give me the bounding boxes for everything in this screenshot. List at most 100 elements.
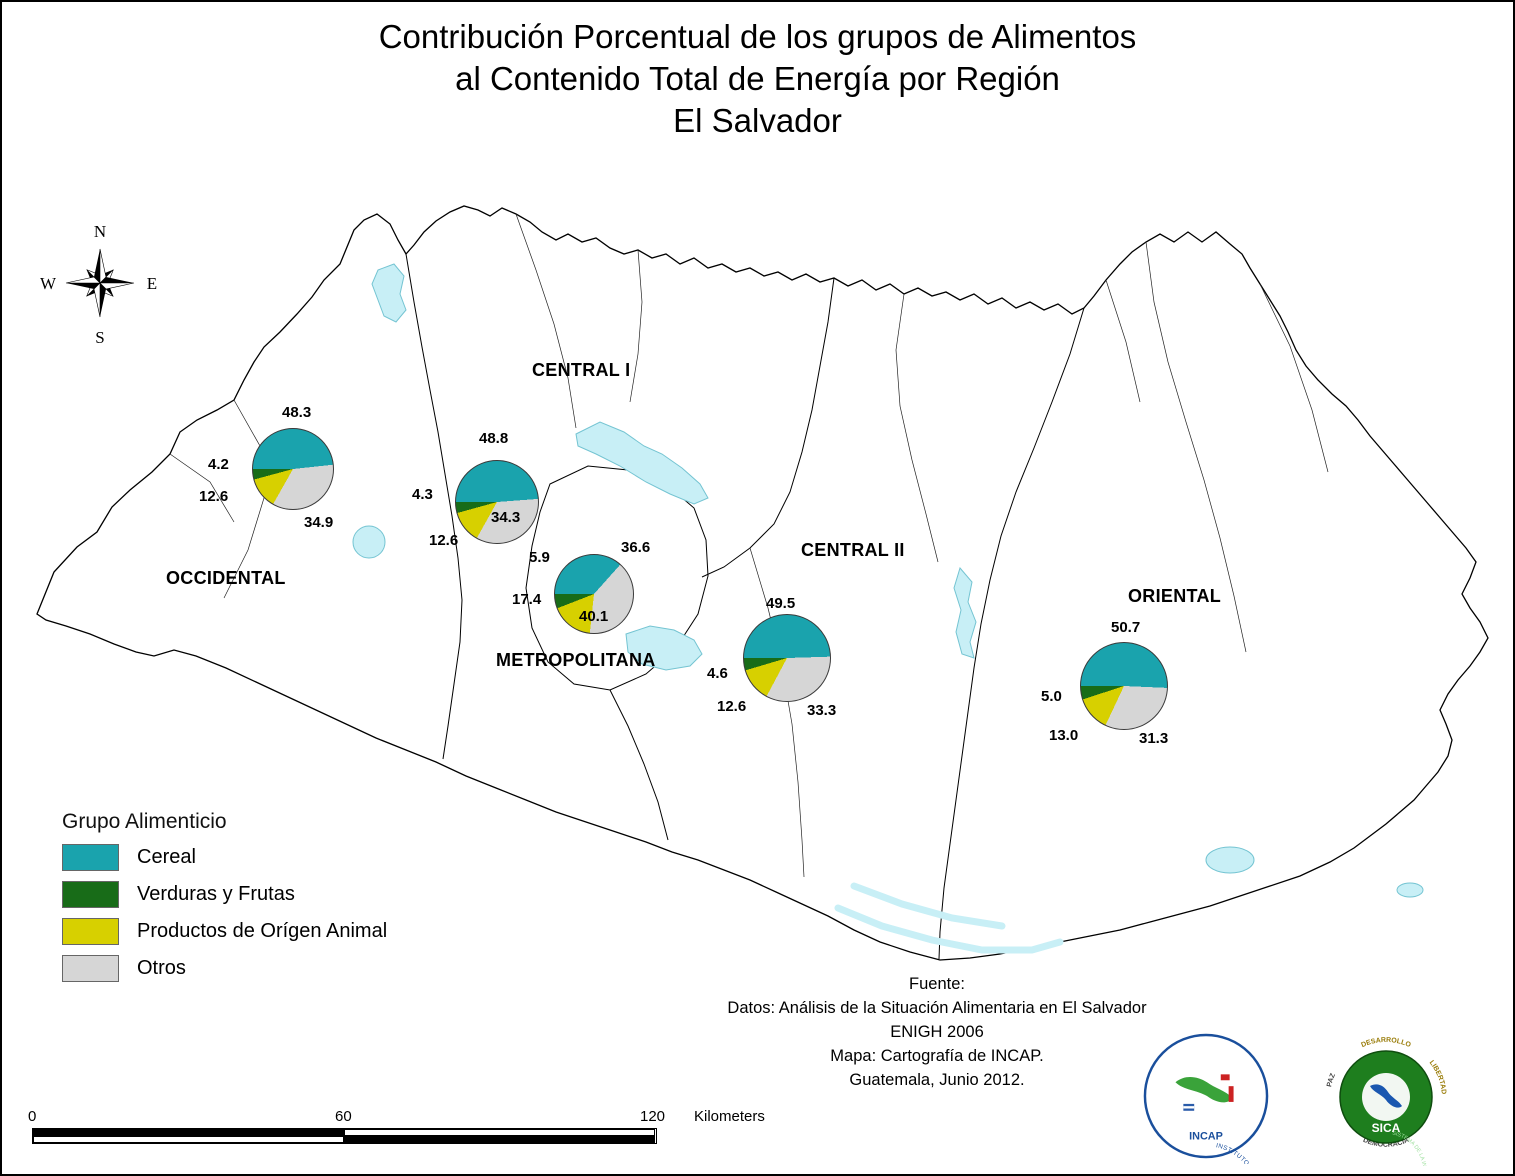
legend: Grupo Alimenticio Cereal Verduras y Frut… [62, 810, 387, 992]
compass-point-n [94, 249, 100, 283]
oriental-verduras-value: 5.0 [1041, 688, 1062, 705]
verduras-label: Verduras y Frutas [137, 883, 295, 905]
department-boundary [629, 249, 643, 403]
department-boundary [1105, 279, 1141, 403]
central2-cereal-value: 49.5 [766, 595, 796, 612]
oriental-productos-value: 13.0 [1049, 727, 1079, 744]
coastal-estuary [834, 904, 1064, 954]
svg-text:PAZ: PAZ [1326, 1072, 1337, 1088]
title-line-2: al Contenido Total de Energía por Región [455, 60, 1060, 98]
central1-verduras-value: 4.3 [412, 486, 433, 503]
boundary-central2-oriental [938, 307, 1085, 960]
central1-cereal-value: 48.8 [479, 430, 509, 447]
oriental-otros-value: 31.3 [1139, 730, 1169, 747]
compass-rose: N E S W [40, 222, 157, 347]
svg-text:DESARROLLO: DESARROLLO [1360, 1037, 1412, 1049]
pie-chart-central-1 [455, 460, 539, 544]
boundary-occidental-central1 [405, 253, 463, 760]
oriental-cereal-value: 50.7 [1111, 619, 1141, 636]
scale-unit-label: Kilometers [694, 1108, 765, 1125]
legend-item-productos: Productos de Orígen Animal [62, 918, 387, 945]
country-outline [36, 205, 1489, 961]
region-label-metropolitana: METROPOLITANA [496, 650, 656, 670]
lake-coatepeque [352, 525, 386, 559]
compass-w-label: W [40, 274, 57, 293]
legend-title: Grupo Alimenticio [62, 810, 227, 833]
otros-label: Otros [137, 957, 186, 979]
department-boundary [169, 453, 235, 523]
source-line-4: Mapa: Cartografía de INCAP. [830, 1046, 1044, 1065]
source-line-1: Fuente: [909, 975, 965, 993]
coastal-estuary [850, 882, 1006, 930]
scale-label-120: 120 [640, 1108, 666, 1125]
sica-word-left: PAZ [1326, 1072, 1337, 1088]
title-line-3: El Salvador [673, 102, 842, 140]
metropolitana-cereal-value: 36.6 [621, 539, 651, 556]
scale-bar-graphic [32, 1128, 657, 1144]
source-line-3: ENIGH 2006 [890, 1022, 984, 1041]
compass-point-e [100, 277, 134, 283]
central2-otros-value: 33.3 [807, 702, 837, 719]
region-label-oriental: ORIENTAL [1128, 586, 1222, 606]
page-title: Contribución Porcentual de los grupos de… [2, 16, 1513, 143]
compass-s-label: S [95, 328, 104, 347]
sica-word-top: DESARROLLO [1360, 1037, 1412, 1049]
metropolitana-otros-value: 40.1 [579, 608, 609, 625]
scale-label-0: 0 [28, 1108, 37, 1125]
coastal-lagoon [1396, 882, 1424, 898]
source-line-5: Guatemala, Junio 2012. [849, 1070, 1025, 1089]
compass-e-label: E [147, 274, 157, 293]
pie-chart-central-2 [743, 614, 831, 702]
region-label-central-2: CENTRAL II [801, 540, 905, 560]
central1-otros-value: 34.3 [491, 509, 521, 526]
central1-productos-value: 12.6 [429, 532, 459, 549]
source-line-2: Datos: Análisis de la Situación Alimenta… [727, 998, 1147, 1017]
boundary-central1-central2 [701, 277, 835, 578]
scale-label-60: 60 [335, 1108, 352, 1125]
metropolitana-productos-value: 17.4 [512, 591, 542, 608]
lake-ilopango [625, 625, 703, 671]
legend-item-otros: Otros [62, 955, 387, 982]
department-boundary [515, 213, 577, 429]
productos-swatch [62, 918, 119, 945]
incap-central-america-shape [1175, 1077, 1233, 1103]
boundary-metropolitana-coast [609, 689, 669, 841]
pie-chart-occidental [252, 428, 334, 510]
region-label-occidental: OCCIDENTAL [166, 568, 286, 588]
source-credits: Fuente: Datos: Análisis de la Situación … [587, 973, 1287, 1093]
otros-swatch [62, 955, 119, 982]
compass-n-label: N [94, 222, 106, 241]
title-line-1: Contribución Porcentual de los grupos de… [378, 18, 1137, 55]
region-label-central-1: CENTRAL I [532, 360, 631, 380]
productos-label: Productos de Orígen Animal [137, 920, 388, 942]
scale-bar: 0 60 120 Kilometers [28, 1108, 832, 1144]
verduras-swatch [62, 881, 119, 908]
sica-logo: DESARROLLO LIBERTAD PAZ DEMOCRACIA SISTE… [1326, 1037, 1447, 1166]
central2-verduras-value: 4.6 [707, 665, 728, 682]
central2-productos-value: 12.6 [717, 698, 747, 715]
pie-chart-metropolitana [554, 554, 634, 634]
lempa-river-reservoir [953, 566, 977, 659]
cereal-swatch [62, 844, 119, 871]
lake-guija [371, 263, 407, 323]
legend-item-verduras: Verduras y Frutas [62, 881, 387, 908]
sica-central-america-shape [1370, 1084, 1402, 1108]
department-boundary [749, 547, 805, 878]
incap-red-banner [1228, 1086, 1234, 1102]
occidental-otros-value: 34.9 [304, 514, 334, 531]
legend-item-cereal: Cereal [62, 844, 387, 871]
incap-logo: INSTITUTO DE NUTRICION DE CENTRO AMERICA… [1143, 1033, 1269, 1164]
occidental-verduras-value: 4.2 [208, 456, 229, 473]
sica-name-text: SICA [1372, 1121, 1401, 1135]
occidental-productos-value: 12.6 [199, 488, 229, 505]
incap-flag [1220, 1074, 1230, 1081]
department-boundary [895, 293, 939, 563]
metropolitana-verduras-value: 5.9 [529, 549, 550, 566]
compass-point-s [100, 283, 106, 317]
lake-olomega [1205, 846, 1255, 874]
compass-point-w [66, 283, 100, 289]
department-boundary [1145, 241, 1247, 653]
reservoir-cerron-grande [575, 421, 709, 505]
